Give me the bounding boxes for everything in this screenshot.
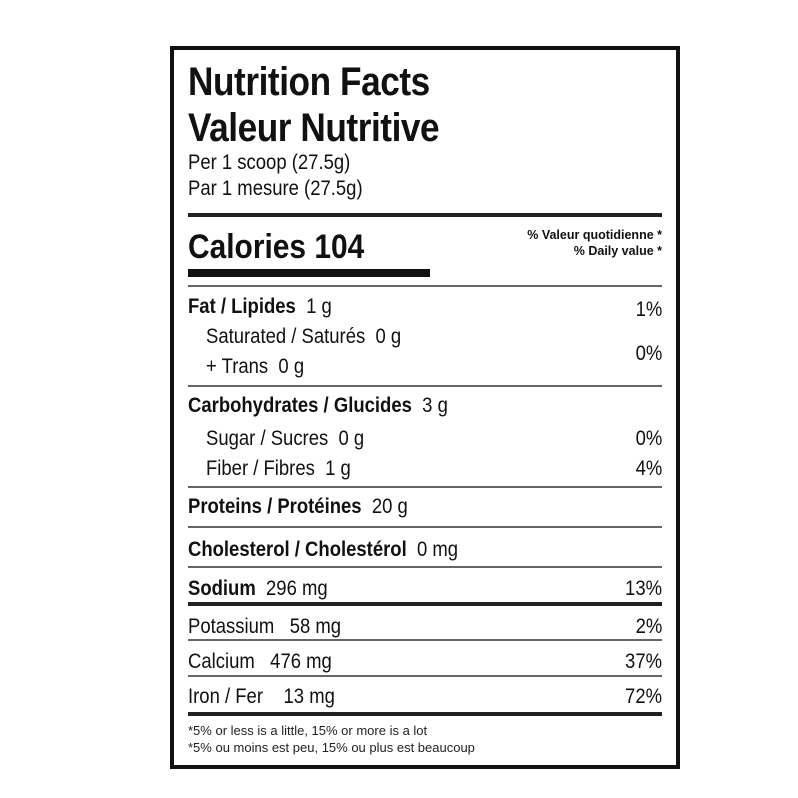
divider [188,385,662,387]
serving-size-en: Per 1 scoop (27.5g) [188,151,351,174]
dv-fat: 1% [635,298,662,321]
row-calcium: Calcium 476 mg [188,650,332,673]
footnote-fr: *5% ou moins est peu, 15% ou plus est be… [188,740,475,755]
serving-size-fr: Par 1 mesure (27.5g) [188,177,363,200]
divider [188,213,662,217]
divider [188,526,662,528]
divider [188,712,662,716]
dv-saturated-trans: 0% [635,342,662,365]
title-en: Nutrition Facts [188,60,430,104]
row-fat: Fat / Lipides 1 g [188,295,332,318]
divider [188,675,662,677]
nutrition-facts-label: Nutrition Facts Valeur Nutritive Per 1 s… [170,46,680,769]
row-iron: Iron / Fer 13 mg [188,685,335,708]
dv-header-fr: % Valeur quotidienne * [527,228,662,242]
row-carbohydrates: Carbohydrates / Glucides 3 g [188,394,448,417]
dv-sugar: 0% [635,427,662,450]
dv-sodium: 13% [625,577,662,600]
divider [188,285,662,287]
divider [188,639,662,641]
row-trans: + Trans 0 g [206,355,305,378]
row-cholesterol: Cholesterol / Cholestérol 0 mg [188,538,459,561]
calories-bar [188,269,430,277]
title-fr: Valeur Nutritive [188,106,440,150]
dv-iron: 72% [625,685,662,708]
divider [188,566,662,568]
row-saturated: Saturated / Saturés 0 g [206,325,402,348]
row-sodium: Sodium 296 mg [188,577,328,600]
row-fiber: Fiber / Fibres 1 g [206,457,351,480]
divider [188,486,662,488]
dv-potassium: 2% [635,615,662,638]
dv-fiber: 4% [635,457,662,480]
row-protein: Proteins / Protéines 20 g [188,495,408,518]
dv-header-en: % Daily value * [573,244,662,258]
dv-calcium: 37% [625,650,662,673]
calories: Calories 104 [188,228,365,266]
row-potassium: Potassium 58 mg [188,615,342,638]
row-sugar: Sugar / Sucres 0 g [206,427,365,450]
footnote-en: *5% or less is a little, 15% or more is … [188,723,428,738]
divider [188,602,662,606]
